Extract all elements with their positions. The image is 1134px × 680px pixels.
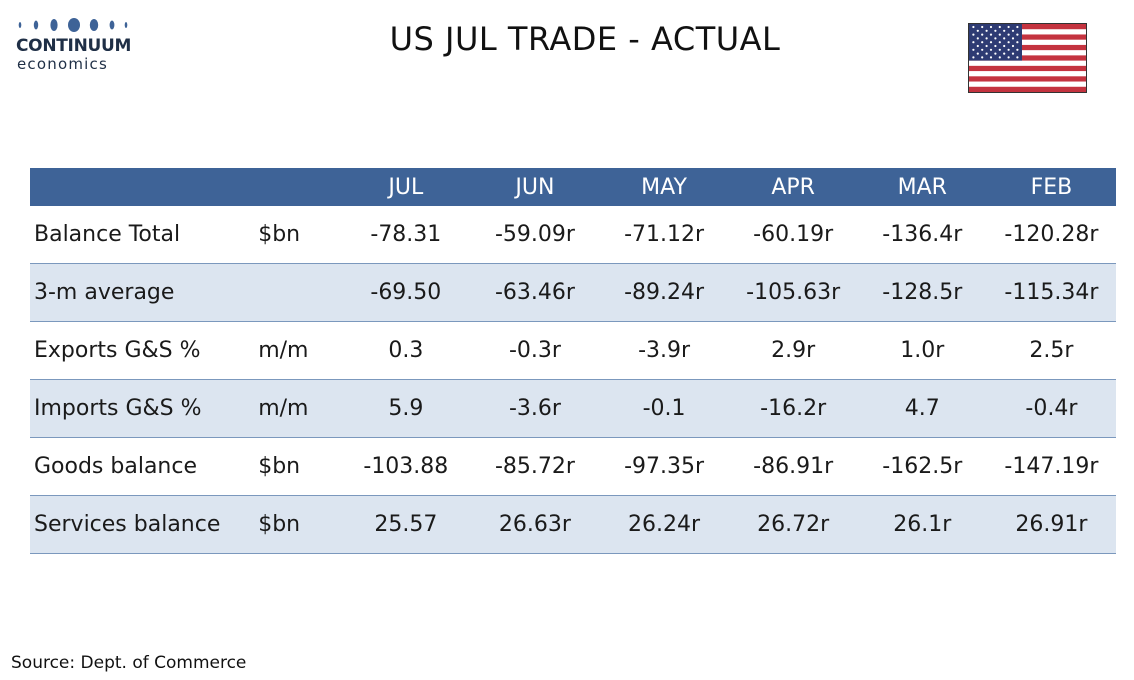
table-cell: -16.2r [728, 379, 858, 438]
source-note: Source: Dept. of Commerce [11, 653, 247, 673]
table-cell: 5.9 [341, 379, 471, 438]
trade-data-table: JUL JUN MAY APR MAR FEB Balance Total $b… [30, 168, 1116, 554]
table-cell: 2.9r [728, 321, 858, 380]
row-label: Exports G&S % [30, 321, 257, 380]
table-cell: -3.9r [599, 321, 729, 380]
table-cell: -128.5r [857, 263, 987, 322]
table-cell: -97.35r [599, 437, 729, 496]
header-blank-unit [256, 168, 342, 206]
table-cell: -59.09r [470, 206, 600, 264]
table-cell: -0.1 [599, 379, 729, 438]
table-cell: -120.28r [986, 206, 1116, 264]
table-cell: -162.5r [857, 437, 987, 496]
table-cell: -86.91r [728, 437, 858, 496]
table-cell: -136.4r [857, 206, 987, 264]
row-unit [256, 263, 342, 322]
us-flag-icon [968, 23, 1087, 93]
logo-dots-icon [18, 18, 128, 32]
row-label: Goods balance [30, 437, 257, 496]
header-month: MAY [599, 168, 729, 206]
table-cell: 1.0r [857, 321, 987, 380]
header-month: JUL [341, 168, 471, 206]
table-cell: -0.3r [470, 321, 600, 380]
table-cell: -60.19r [728, 206, 858, 264]
table-row: Services balance $bn 25.57 26.63r 26.24r… [30, 495, 1116, 554]
row-unit: m/m [256, 379, 342, 438]
table-cell: 25.57 [341, 495, 471, 554]
row-label: Balance Total [30, 206, 257, 264]
table-cell: 4.7 [857, 379, 987, 438]
row-unit: $bn [256, 206, 342, 264]
header-month: MAR [857, 168, 987, 206]
header-month: APR [728, 168, 858, 206]
row-unit: $bn [256, 495, 342, 554]
table-cell: -78.31 [341, 206, 471, 264]
table-cell: -63.46r [470, 263, 600, 322]
continuum-economics-logo: CONTINUUM economics [14, 14, 134, 76]
table-cell: -85.72r [470, 437, 600, 496]
table-cell: 26.63r [470, 495, 600, 554]
table-cell: 26.24r [599, 495, 729, 554]
table-row: Balance Total $bn -78.31 -59.09r -71.12r… [30, 206, 1116, 264]
table-cell: 26.1r [857, 495, 987, 554]
table-cell: -3.6r [470, 379, 600, 438]
logo-brand-text: CONTINUUM [16, 36, 132, 56]
logo-sub-text: economics [17, 55, 108, 73]
table-header-row: JUL JUN MAY APR MAR FEB [30, 168, 1116, 206]
header-month: JUN [470, 168, 600, 206]
table-cell: 0.3 [341, 321, 471, 380]
table-cell: -89.24r [599, 263, 729, 322]
page-title: US JUL TRADE - ACTUAL [389, 20, 781, 58]
table-row: 3-m average -69.50 -63.46r -89.24r -105.… [30, 263, 1116, 322]
table-row: Exports G&S % m/m 0.3 -0.3r -3.9r 2.9r 1… [30, 321, 1116, 380]
header-month: FEB [986, 168, 1116, 206]
table-cell: -69.50 [341, 263, 471, 322]
row-label: Services balance [30, 495, 257, 554]
table-cell: -147.19r [986, 437, 1116, 496]
table-cell: -105.63r [728, 263, 858, 322]
table-cell: -115.34r [986, 263, 1116, 322]
table-cell: -103.88 [341, 437, 471, 496]
row-unit: m/m [256, 321, 342, 380]
row-label: 3-m average [30, 263, 257, 322]
table-row: Goods balance $bn -103.88 -85.72r -97.35… [30, 437, 1116, 496]
table-cell: -71.12r [599, 206, 729, 264]
table-cell: -0.4r [986, 379, 1116, 438]
row-unit: $bn [256, 437, 342, 496]
row-label: Imports G&S % [30, 379, 257, 438]
table-cell: 26.72r [728, 495, 858, 554]
table-cell: 26.91r [986, 495, 1116, 554]
header-blank-label [30, 168, 257, 206]
table-cell: 2.5r [986, 321, 1116, 380]
table-row: Imports G&S % m/m 5.9 -3.6r -0.1 -16.2r … [30, 379, 1116, 438]
